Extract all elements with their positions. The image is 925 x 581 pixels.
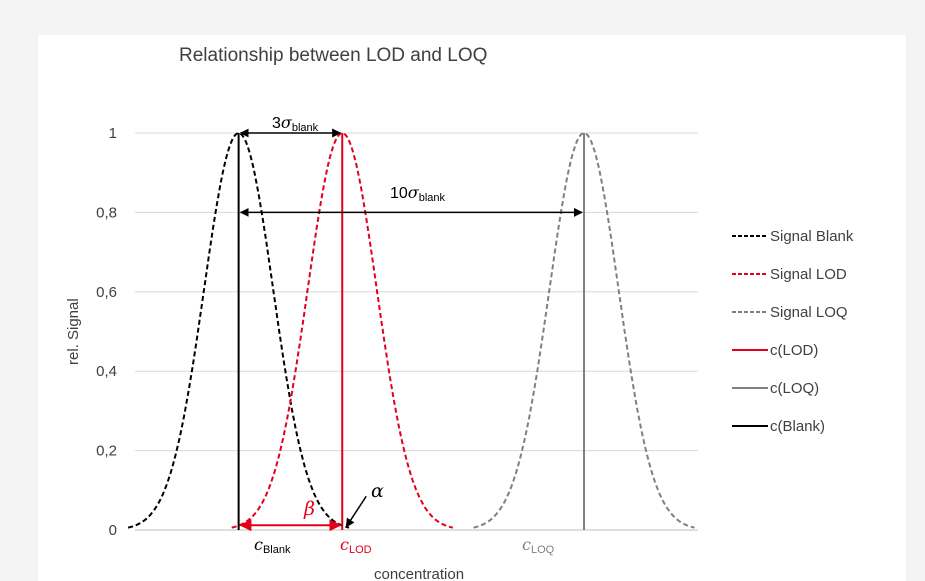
x-axis-label: concentration — [374, 566, 464, 581]
series-curves — [127, 131, 695, 529]
chart-card: Relationship between LOD and LOQ 0 0,2 0,4… — [38, 35, 906, 581]
legend-label: c(LOQ) — [770, 380, 819, 397]
alpha-arrow — [345, 495, 367, 528]
legend-label: c(Blank) — [770, 418, 825, 435]
ten-sigma-label: 10σblank — [390, 183, 446, 204]
y-tick-label: 0 — [109, 522, 117, 539]
y-axis-label: rel. Signal — [65, 298, 82, 365]
alpha-label: α — [371, 480, 384, 502]
three-sigma-label: 3σblank — [272, 113, 319, 134]
legend: Signal Blank Signal LOD Signal LOQ c(LOD) c(… — [732, 228, 854, 435]
x-label-lod: cLOD — [340, 535, 372, 556]
annotation-arrows — [239, 128, 583, 532]
legend-label: Signal LOQ — [770, 304, 848, 321]
curve-signal-loq — [473, 131, 695, 529]
chart-title: Relationship between LOD and LOQ — [179, 45, 487, 66]
y-tick-label: 0,6 — [96, 284, 117, 301]
legend-label: Signal Blank — [770, 228, 854, 245]
y-tick-label: 1 — [109, 125, 117, 142]
beta-label: β — [303, 498, 315, 520]
concentration-lines — [237, 133, 586, 530]
y-tick-label: 0,8 — [96, 204, 117, 221]
x-label-loq: cLOQ — [522, 535, 555, 556]
chart: Relationship between LOD and LOQ 0 0,2 0,4… — [65, 45, 854, 581]
y-tick-label: 0,2 — [96, 443, 117, 460]
legend-label: c(LOD) — [770, 342, 818, 359]
curve-signal-lod — [231, 131, 454, 529]
curve-signal-blank — [127, 131, 350, 529]
y-tick-label: 0,4 — [96, 363, 117, 380]
y-tick-labels: 0 0,2 0,4 0,6 0,8 1 — [96, 125, 117, 539]
legend-label: Signal LOD — [770, 266, 847, 283]
x-label-blank: cBlank — [254, 535, 291, 556]
